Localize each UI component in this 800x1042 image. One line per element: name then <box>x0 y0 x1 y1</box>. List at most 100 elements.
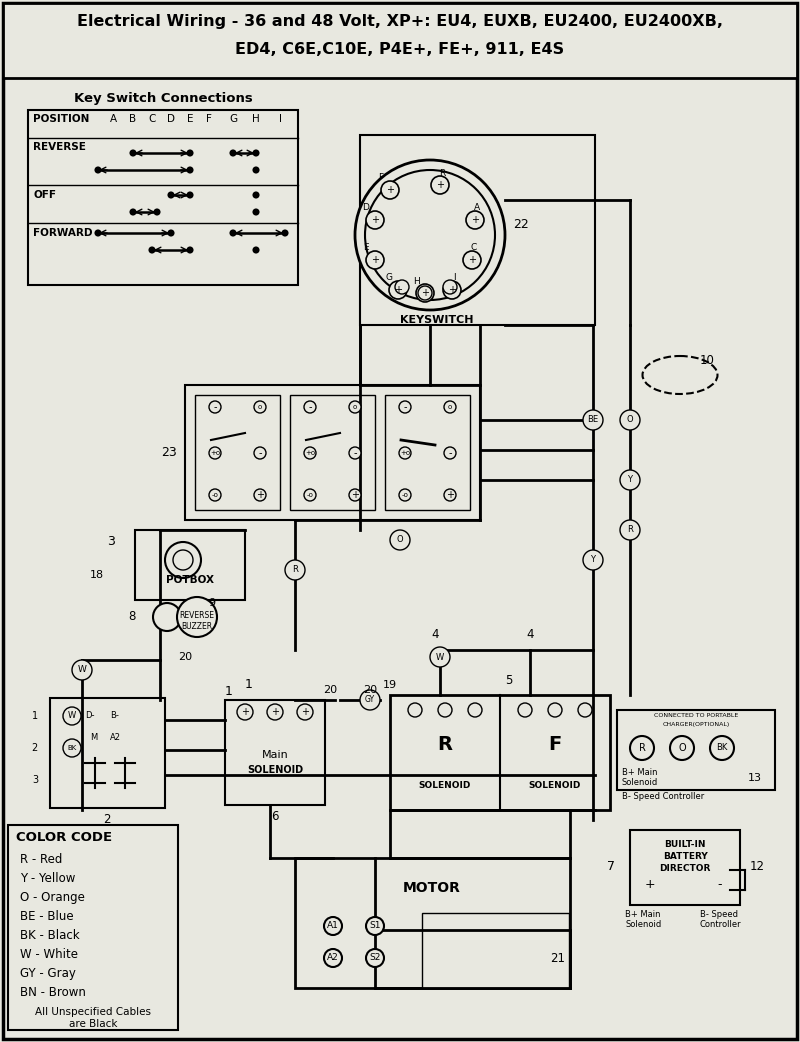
Bar <box>3 3 797 78</box>
Text: H: H <box>413 276 419 286</box>
Circle shape <box>366 251 384 269</box>
Text: G: G <box>386 273 393 282</box>
Text: +: + <box>468 255 476 265</box>
Circle shape <box>150 248 154 252</box>
Circle shape <box>389 281 407 299</box>
Circle shape <box>187 193 193 198</box>
Text: H: H <box>252 114 260 124</box>
Text: +o: +o <box>305 450 315 456</box>
Text: o: o <box>448 404 452 410</box>
Bar <box>50 698 165 808</box>
Text: REVERSE: REVERSE <box>179 611 214 620</box>
Circle shape <box>285 560 305 580</box>
Text: +: + <box>448 286 456 295</box>
Text: 22: 22 <box>513 219 529 231</box>
Circle shape <box>349 401 361 413</box>
Text: 20: 20 <box>363 685 377 695</box>
Circle shape <box>399 447 411 458</box>
Text: B- Speed
Controller: B- Speed Controller <box>700 910 742 929</box>
Circle shape <box>444 401 456 413</box>
Text: B+ Main: B+ Main <box>622 768 658 777</box>
Text: Electrical Wiring - 36 and 48 Volt, XP+: EU4, EUXB, EU2400, EU2400XB,: Electrical Wiring - 36 and 48 Volt, XP+:… <box>77 14 723 29</box>
Text: A: A <box>474 203 480 213</box>
Circle shape <box>418 286 432 300</box>
Circle shape <box>443 281 461 299</box>
Text: POTBOX: POTBOX <box>166 575 214 585</box>
Text: -: - <box>354 448 357 458</box>
Text: POSITION: POSITION <box>33 114 90 124</box>
Text: -o: -o <box>211 492 218 498</box>
Text: A2: A2 <box>327 953 339 963</box>
Circle shape <box>366 949 384 967</box>
Text: 4: 4 <box>431 628 438 642</box>
Circle shape <box>230 150 235 155</box>
Circle shape <box>468 703 482 717</box>
Bar <box>195 395 280 510</box>
Bar <box>630 830 740 905</box>
Text: Y - Yellow: Y - Yellow <box>20 872 75 885</box>
Bar <box>135 530 245 600</box>
Bar <box>290 395 375 510</box>
Text: GY - Gray: GY - Gray <box>20 967 76 979</box>
Circle shape <box>399 401 411 413</box>
Circle shape <box>583 410 603 430</box>
Circle shape <box>324 949 342 967</box>
Text: BK: BK <box>67 745 77 751</box>
Text: F: F <box>548 736 562 754</box>
Circle shape <box>620 470 640 490</box>
Text: +o: +o <box>400 450 410 456</box>
Bar <box>617 710 775 790</box>
Circle shape <box>209 447 221 458</box>
Text: 21: 21 <box>550 951 565 965</box>
Circle shape <box>187 150 193 155</box>
Circle shape <box>187 248 193 252</box>
Circle shape <box>444 447 456 458</box>
Circle shape <box>670 736 694 760</box>
Text: D-: D- <box>86 712 94 720</box>
Circle shape <box>254 150 258 155</box>
Circle shape <box>390 530 410 550</box>
Bar <box>385 395 470 510</box>
Text: A: A <box>110 114 117 124</box>
Text: SOLENOID: SOLENOID <box>419 780 471 790</box>
Text: B- Speed Controller: B- Speed Controller <box>622 792 704 801</box>
Circle shape <box>169 193 174 198</box>
Circle shape <box>209 401 221 413</box>
Text: +o: +o <box>210 450 220 456</box>
Text: BUILT-IN: BUILT-IN <box>664 840 706 849</box>
Text: +: + <box>386 185 394 195</box>
Text: 8: 8 <box>128 611 135 623</box>
Text: S1: S1 <box>370 921 381 931</box>
Text: C: C <box>148 114 156 124</box>
Text: W - White: W - White <box>20 948 78 961</box>
Circle shape <box>63 708 81 725</box>
Text: M: M <box>90 734 98 743</box>
Circle shape <box>463 251 481 269</box>
Text: A1: A1 <box>327 921 339 931</box>
Circle shape <box>365 170 495 300</box>
Bar <box>225 700 325 805</box>
Text: BE - Blue: BE - Blue <box>20 910 74 923</box>
Circle shape <box>304 401 316 413</box>
Text: CONNECTED TO PORTABLE: CONNECTED TO PORTABLE <box>654 713 738 718</box>
Circle shape <box>177 597 217 637</box>
Circle shape <box>431 176 449 194</box>
Bar <box>390 695 610 810</box>
Text: 2: 2 <box>103 813 110 826</box>
Text: 3: 3 <box>107 535 115 548</box>
Text: W: W <box>78 666 86 674</box>
Text: R: R <box>627 525 633 535</box>
Text: R: R <box>439 169 445 177</box>
Circle shape <box>130 209 135 215</box>
Circle shape <box>254 489 266 501</box>
Text: 5: 5 <box>505 673 512 687</box>
Circle shape <box>304 447 316 458</box>
Circle shape <box>381 181 399 199</box>
Text: DIRECTOR: DIRECTOR <box>659 864 710 873</box>
Circle shape <box>297 704 313 720</box>
Text: O: O <box>678 743 686 753</box>
Circle shape <box>153 603 181 631</box>
Text: -o: -o <box>306 492 314 498</box>
Text: 18: 18 <box>90 570 104 580</box>
Text: 1: 1 <box>225 685 233 698</box>
